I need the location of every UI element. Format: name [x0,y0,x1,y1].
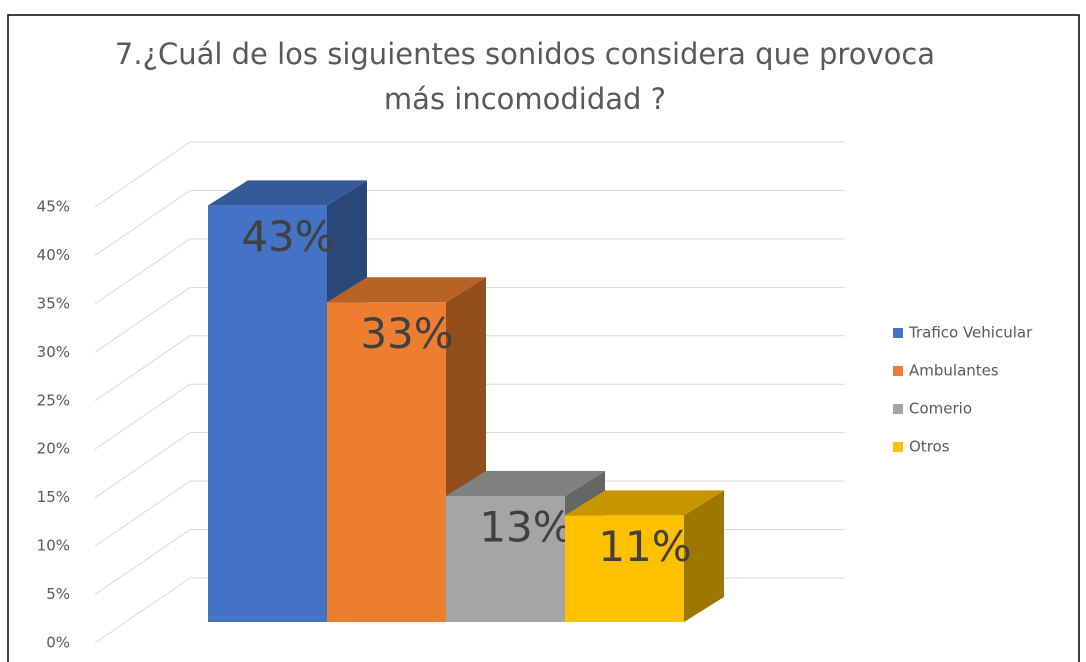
y-tick-label: 45% [37,198,70,216]
chart-title: 7.¿Cuál de los siguientes sonidos consid… [114,37,936,116]
bar-top [208,180,367,206]
bar-top [565,490,724,516]
y-tick-label: 0% [46,634,70,652]
grid-line [94,286,191,353]
y-tick-label: 10% [37,537,70,555]
bar-top [446,471,605,497]
bar [565,515,684,622]
legend-label: Comerio [909,400,972,418]
grid-line [94,480,191,547]
grid-line [94,238,191,305]
frame [7,14,1080,662]
data-label: 13% [479,503,572,552]
grid-line [94,335,191,402]
bar [446,496,565,622]
grid-line [94,432,191,499]
legend-swatch [893,366,903,376]
legend-label: Trafico Vehicular [908,324,1033,342]
y-tick-label: 20% [37,440,70,458]
grid-line [94,190,191,256]
bar-side [684,490,724,622]
data-label: 43% [241,212,334,261]
data-label: 33% [360,309,453,358]
legend-label: Ambulantes [909,362,999,380]
grid-line [94,383,191,450]
bar [327,302,446,622]
grid-line [94,141,191,208]
legend-swatch [893,404,903,414]
bar [208,205,327,622]
legend-swatch [893,442,903,452]
y-tick-label: 25% [37,391,70,409]
legend-label: Otros [909,438,950,456]
legend-swatch [893,328,903,338]
grid-line [94,577,191,644]
bar-top [327,277,486,303]
y-tick-label: 30% [37,343,70,361]
grid-line [94,529,191,595]
y-tick-label: 5% [46,585,70,603]
data-label: 11% [598,522,691,571]
y-tick-label: 15% [37,488,70,506]
y-tick-label: 40% [37,246,70,264]
y-tick-label: 35% [37,294,70,312]
